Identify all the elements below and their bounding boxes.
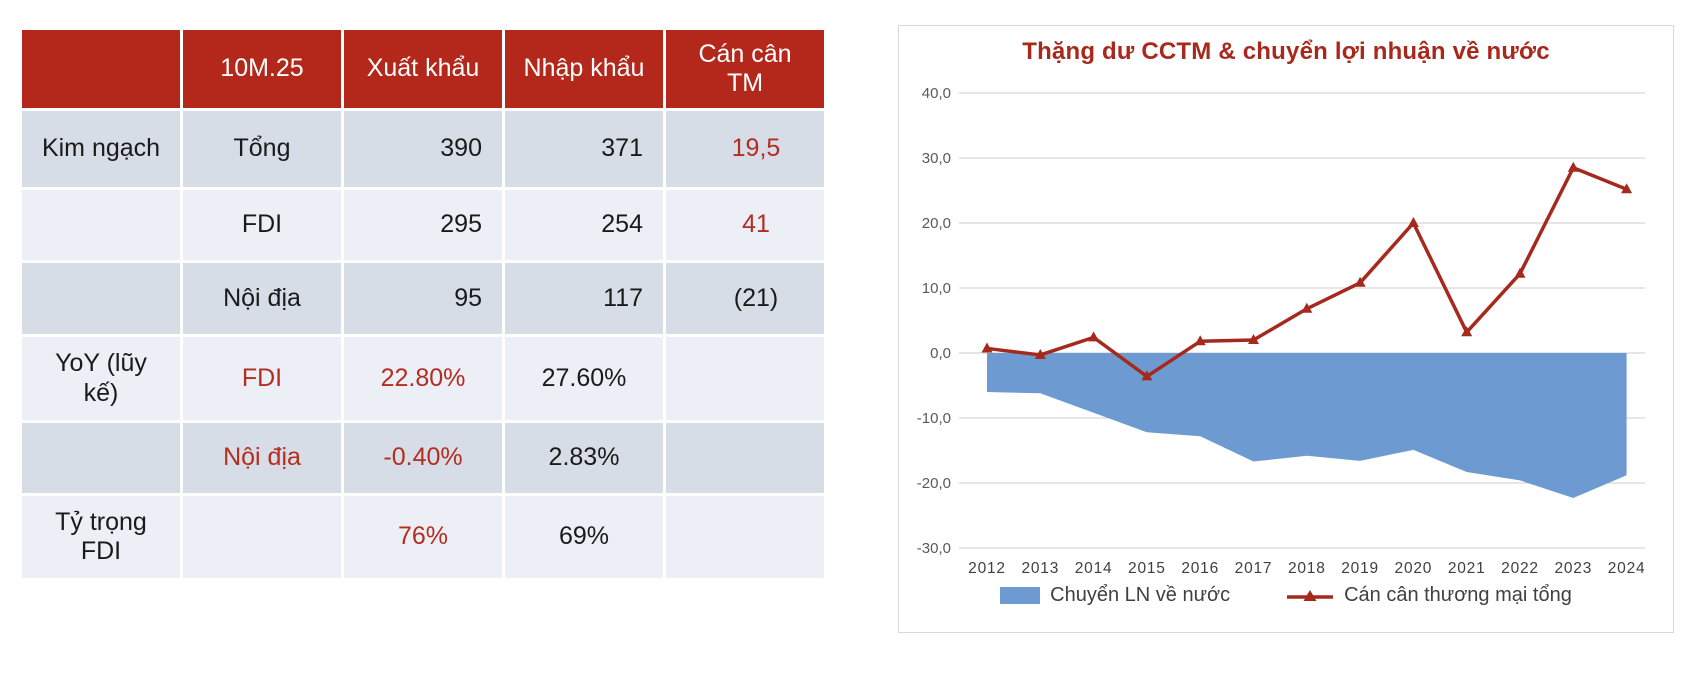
table-cell: Tổng (183, 111, 341, 187)
svg-text:10,0: 10,0 (922, 280, 951, 297)
table-header-cell: Xuất khẩu (344, 30, 502, 108)
table-cell (666, 337, 824, 420)
svg-text:30,0: 30,0 (922, 150, 951, 167)
svg-text:2023: 2023 (1554, 560, 1592, 577)
table-cell: 19,5 (666, 111, 824, 187)
svg-text:40,0: 40,0 (922, 85, 951, 102)
table-cell (666, 423, 824, 493)
chart-legend: Chuyển LN về nước Cán cân thương mại tổn… (899, 584, 1673, 607)
table-cell: 390 (344, 111, 502, 187)
table-header-row: 10M.25 Xuất khẩu Nhập khẩu Cán cân TM (22, 30, 824, 108)
svg-text:2016: 2016 (1181, 560, 1219, 577)
legend-item-area: Chuyển LN về nước (1000, 584, 1230, 607)
svg-text:2012: 2012 (968, 560, 1006, 577)
combo-chart: 40,0 30,0 20,0 10,0 0,0 -10,0 -20,0 -30,0 2012 20… (917, 85, 1646, 577)
table-header-cell: Nhập khẩu (505, 30, 663, 108)
svg-text:-10,0: -10,0 (917, 410, 951, 427)
table-cell: 371 (505, 111, 663, 187)
table-cell: 76% (344, 496, 502, 578)
table-cell: 254 (505, 190, 663, 260)
table-cell: 117 (505, 263, 663, 334)
table-cell: 69% (505, 496, 663, 578)
svg-text:0,0: 0,0 (930, 345, 951, 362)
svg-text:2018: 2018 (1288, 560, 1326, 577)
table-cell: FDI (183, 190, 341, 260)
table-cell: Kim ngạch (22, 111, 180, 187)
table-cell: (21) (666, 263, 824, 334)
table-header-cell (22, 30, 180, 108)
table-cell: 41 (666, 190, 824, 260)
table-cell: 2.83% (505, 423, 663, 493)
table-cell: Nội địa (183, 263, 341, 334)
legend-label-line: Cán cân thương mại tổng (1344, 584, 1572, 606)
svg-text:-20,0: -20,0 (917, 475, 951, 492)
table-cell: YoY (lũy kế) (22, 337, 180, 420)
table-cell (22, 263, 180, 334)
table-row: YoY (lũy kế) FDI 22.80% 27.60% (22, 337, 824, 420)
area-series-swatch-icon (1000, 587, 1041, 604)
svg-text:2013: 2013 (1021, 560, 1059, 577)
table-cell: Tỷ trọng FDI (22, 496, 180, 578)
chart-card: Thặng dư CCTM & chuyển lợi nhuận về nước… (898, 25, 1674, 633)
table-cell: -0.40% (344, 423, 502, 493)
table-row: Kim ngạch Tổng 390 371 19,5 (22, 111, 824, 187)
table-row: Nội địa 95 117 (21) (22, 263, 824, 334)
legend-item-line: Cán cân thương mại tổng (1286, 584, 1572, 607)
table-cell (22, 190, 180, 260)
svg-text:2022: 2022 (1501, 560, 1539, 577)
table-cell: 27.60% (505, 337, 663, 420)
table-row: Nội địa -0.40% 2.83% (22, 423, 824, 493)
svg-text:2019: 2019 (1341, 560, 1379, 577)
table-cell: Nội địa (183, 423, 341, 493)
chart-title: Thặng dư CCTM & chuyển lợi nhuận về nước (1022, 38, 1550, 65)
line-series-marker-icon (1287, 589, 1334, 601)
svg-text:2021: 2021 (1448, 560, 1486, 577)
table-cell: FDI (183, 337, 341, 420)
svg-text:20,0: 20,0 (922, 215, 951, 232)
svg-text:-30,0: -30,0 (917, 540, 951, 557)
svg-text:2014: 2014 (1075, 560, 1113, 577)
table-cell (22, 423, 180, 493)
table-row: FDI 295 254 41 (22, 190, 824, 260)
svg-text:2015: 2015 (1128, 560, 1166, 577)
table-cell: 22.80% (344, 337, 502, 420)
legend-label-area: Chuyển LN về nước (1050, 584, 1231, 606)
table-cell: 95 (344, 263, 502, 334)
table-cell (666, 496, 824, 578)
svg-text:2020: 2020 (1395, 560, 1433, 577)
svg-text:2017: 2017 (1235, 560, 1273, 577)
table-header-cell: Cán cân TM (666, 30, 824, 108)
table-row: Tỷ trọng FDI 76% 69% (22, 496, 824, 578)
table-header-cell: 10M.25 (183, 30, 341, 108)
trade-summary-table: 10M.25 Xuất khẩu Nhập khẩu Cán cân TM Ki… (19, 27, 827, 581)
table-cell: 295 (344, 190, 502, 260)
table-cell (183, 496, 341, 578)
svg-text:2024: 2024 (1608, 560, 1646, 577)
